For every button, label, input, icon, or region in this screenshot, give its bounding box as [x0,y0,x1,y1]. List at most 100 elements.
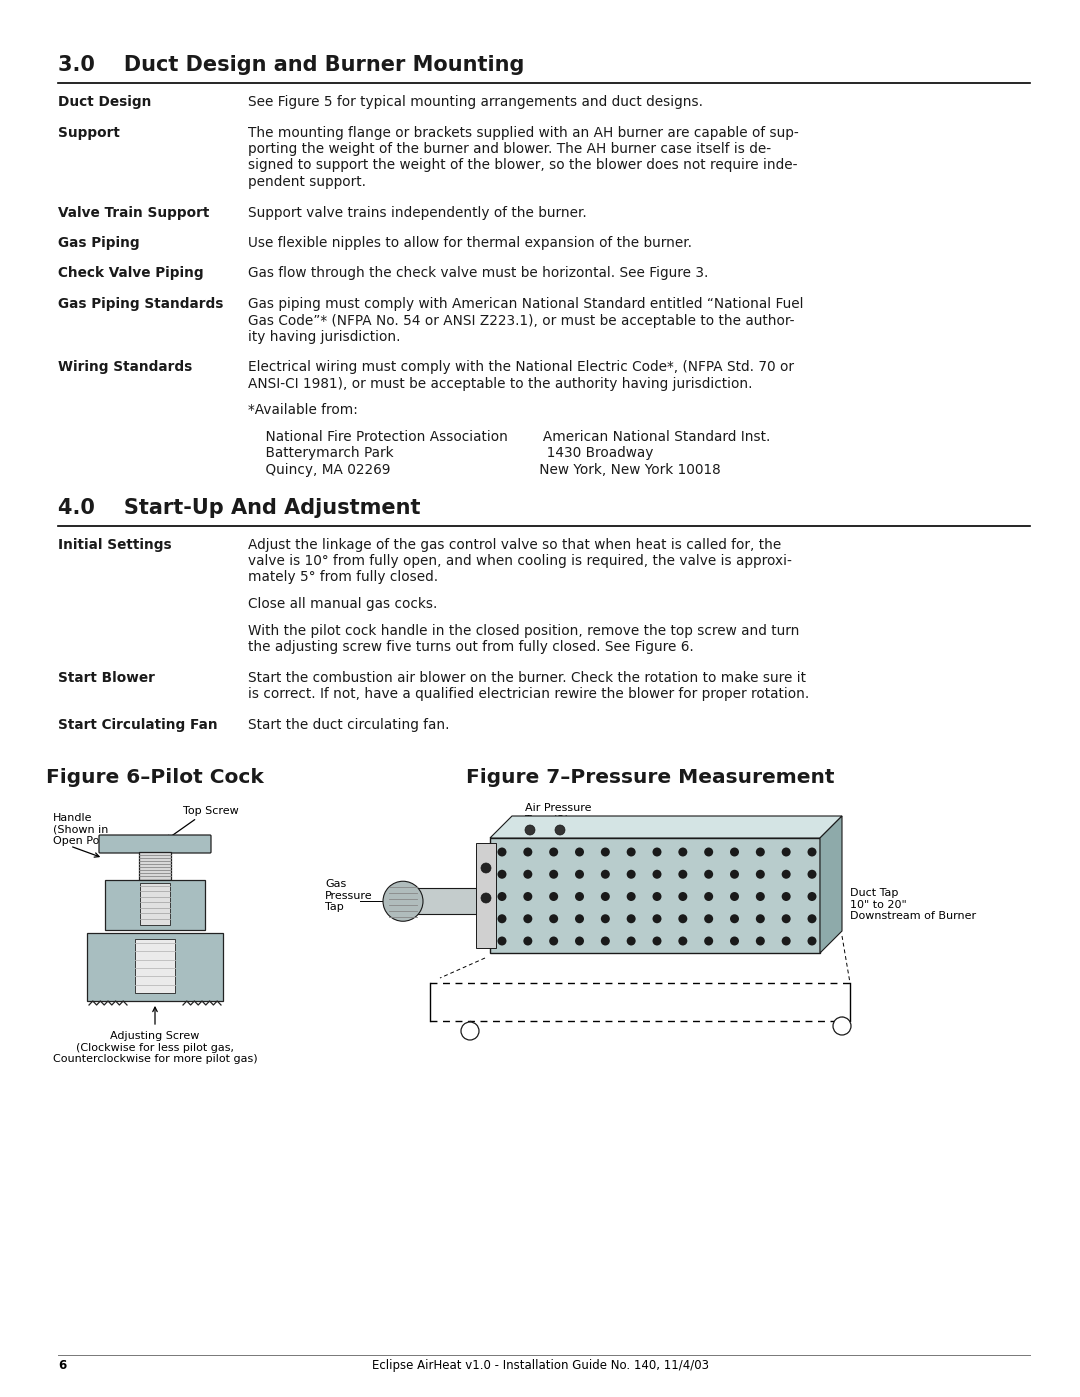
Text: Support valve trains independently of the burner.: Support valve trains independently of th… [248,205,586,219]
Circle shape [626,936,636,946]
Text: Duct Tap
10" to 20"
Downstream of Burner: Duct Tap 10" to 20" Downstream of Burner [850,888,976,921]
Circle shape [652,914,661,923]
Circle shape [756,914,765,923]
Text: Valve Train Support: Valve Train Support [58,205,210,219]
Circle shape [575,914,584,923]
Text: Close all manual gas cocks.: Close all manual gas cocks. [248,597,437,610]
Circle shape [730,936,739,946]
Circle shape [626,870,636,879]
Text: Top Screw: Top Screw [183,806,239,816]
Text: National Fire Protection Association        American National Standard Inst.: National Fire Protection Association Ame… [248,430,770,444]
Text: Start the combustion air blower on the burner. Check the rotation to make sure i: Start the combustion air blower on the b… [248,671,806,685]
Circle shape [549,848,558,856]
Circle shape [808,914,816,923]
Circle shape [782,848,791,856]
FancyBboxPatch shape [87,933,222,1002]
Circle shape [678,848,687,856]
Text: Use flexible nipples to allow for thermal expansion of the burner.: Use flexible nipples to allow for therma… [248,236,692,250]
Circle shape [756,893,765,901]
Circle shape [678,870,687,879]
Circle shape [756,848,765,856]
Text: Start the duct circulating fan.: Start the duct circulating fan. [248,718,449,732]
Text: 6: 6 [58,1359,66,1372]
FancyBboxPatch shape [99,835,211,854]
Circle shape [833,1017,851,1035]
Text: Figure 7–Pressure Measurement: Figure 7–Pressure Measurement [465,768,834,787]
Circle shape [575,893,584,901]
Text: Adjust the linkage of the gas control valve so that when heat is called for, the: Adjust the linkage of the gas control va… [248,538,781,552]
FancyBboxPatch shape [403,888,490,914]
Text: Eclipse AirHeat v1.0 - Installation Guide No. 140, 11/4/03: Eclipse AirHeat v1.0 - Installation Guid… [372,1359,708,1372]
Circle shape [678,893,687,901]
Text: Figure 6–Pilot Cock: Figure 6–Pilot Cock [46,768,264,787]
Text: Electrical wiring must comply with the National Electric Code*, (NFPA Std. 70 or: Electrical wiring must comply with the N… [248,360,794,374]
Text: the adjusting screw five turns out from fully closed. See Figure 6.: the adjusting screw five turns out from … [248,640,693,654]
Circle shape [652,936,661,946]
Circle shape [549,914,558,923]
Circle shape [756,936,765,946]
FancyBboxPatch shape [105,880,205,930]
FancyBboxPatch shape [135,939,175,993]
Circle shape [756,870,765,879]
Circle shape [808,893,816,901]
Circle shape [704,870,713,879]
Circle shape [461,1023,480,1039]
Circle shape [498,848,507,856]
Circle shape [498,870,507,879]
Circle shape [600,914,610,923]
Circle shape [704,914,713,923]
Circle shape [600,893,610,901]
Circle shape [626,893,636,901]
Text: Gas Piping: Gas Piping [58,236,139,250]
Circle shape [782,936,791,946]
Text: Initial Settings: Initial Settings [58,538,172,552]
Text: Air Pressure
Taps (2): Air Pressure Taps (2) [525,803,592,824]
Circle shape [524,870,532,879]
Circle shape [575,848,584,856]
Circle shape [549,870,558,879]
Circle shape [498,936,507,946]
Circle shape [704,893,713,901]
Circle shape [524,914,532,923]
Text: Gas flow through the check valve must be horizontal. See Figure 3.: Gas flow through the check valve must be… [248,267,708,281]
Text: Start Circulating Fan: Start Circulating Fan [58,718,218,732]
Circle shape [678,914,687,923]
Text: Batterymarch Park                                   1430 Broadway: Batterymarch Park 1430 Broadway [248,447,653,461]
Circle shape [549,936,558,946]
Circle shape [549,893,558,901]
Text: Wiring Standards: Wiring Standards [58,360,192,374]
Circle shape [652,893,661,901]
FancyBboxPatch shape [139,852,171,880]
Text: Check Valve Piping: Check Valve Piping [58,267,204,281]
Circle shape [730,870,739,879]
Circle shape [555,826,565,835]
Circle shape [524,848,532,856]
Text: See Figure 5 for typical mounting arrangements and duct designs.: See Figure 5 for typical mounting arrang… [248,95,703,109]
Circle shape [704,848,713,856]
Circle shape [808,936,816,946]
Text: *Available from:: *Available from: [248,404,357,418]
Circle shape [626,914,636,923]
Text: ity having jurisdiction.: ity having jurisdiction. [248,330,401,344]
Circle shape [600,870,610,879]
FancyBboxPatch shape [140,883,170,925]
Text: 4.0    Start-Up And Adjustment: 4.0 Start-Up And Adjustment [58,497,420,517]
Circle shape [600,936,610,946]
Text: Gas piping must comply with American National Standard entitled “National Fuel: Gas piping must comply with American Nat… [248,298,804,312]
Circle shape [678,936,687,946]
Circle shape [525,826,535,835]
Circle shape [481,863,491,873]
Circle shape [782,870,791,879]
FancyBboxPatch shape [490,838,820,953]
Circle shape [704,936,713,946]
Circle shape [524,936,532,946]
Text: mately 5° from fully closed.: mately 5° from fully closed. [248,570,438,584]
Text: Start Blower: Start Blower [58,671,154,685]
Circle shape [524,893,532,901]
Circle shape [575,936,584,946]
Circle shape [383,882,423,921]
Text: Duct Design: Duct Design [58,95,151,109]
Text: pendent support.: pendent support. [248,175,366,189]
Polygon shape [490,816,842,838]
Text: The mounting flange or brackets supplied with an AH burner are capable of sup-: The mounting flange or brackets supplied… [248,126,799,140]
